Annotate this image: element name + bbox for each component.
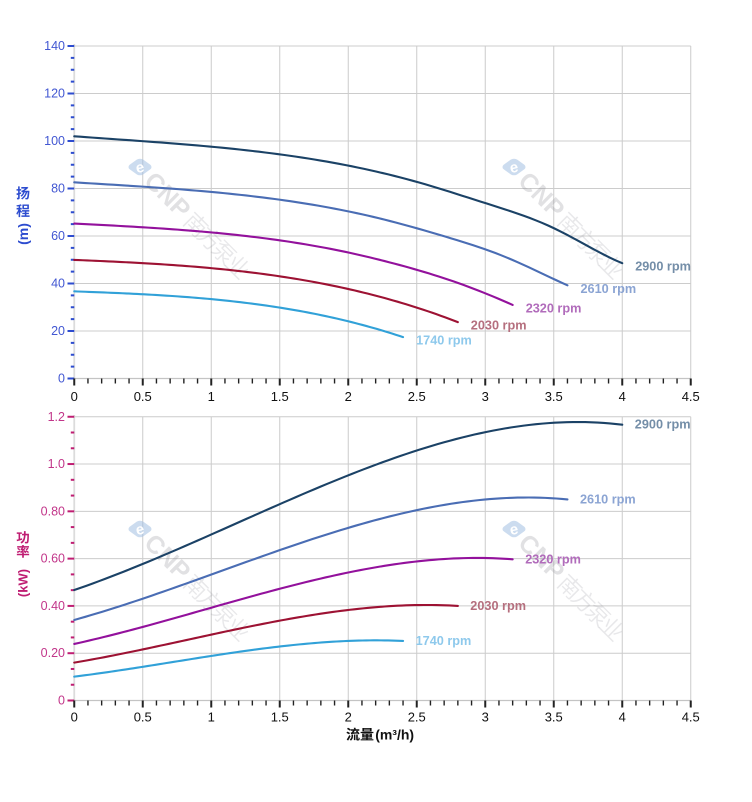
svg-text:2900 rpm: 2900 rpm — [635, 260, 691, 274]
svg-text:1: 1 — [208, 710, 215, 725]
svg-text:0: 0 — [71, 710, 78, 725]
svg-text:0: 0 — [58, 694, 65, 708]
svg-text:3: 3 — [482, 389, 489, 404]
svg-text:2900 rpm: 2900 rpm — [635, 418, 691, 432]
svg-text:0: 0 — [58, 372, 65, 386]
svg-text:1.0: 1.0 — [48, 457, 65, 471]
svg-text:2.5: 2.5 — [408, 710, 426, 725]
svg-text:e: e — [134, 521, 146, 539]
svg-text:0.40: 0.40 — [41, 599, 65, 613]
svg-text:e: e — [134, 159, 146, 177]
svg-text:60: 60 — [51, 229, 65, 243]
svg-text:(kW): (kW) — [16, 569, 31, 597]
svg-text:2.5: 2.5 — [408, 389, 426, 404]
svg-text:0.5: 0.5 — [134, 389, 152, 404]
svg-text:e: e — [508, 521, 520, 539]
svg-text:100: 100 — [44, 134, 65, 148]
svg-text:1740 rpm: 1740 rpm — [416, 634, 472, 648]
svg-text:1.5: 1.5 — [271, 710, 289, 725]
svg-text:0: 0 — [71, 389, 78, 404]
svg-text:4.5: 4.5 — [682, 710, 700, 725]
svg-text:2610 rpm: 2610 rpm — [580, 493, 636, 507]
svg-text:0.20: 0.20 — [41, 646, 65, 660]
svg-text:1740 rpm: 1740 rpm — [416, 334, 472, 348]
svg-text:2: 2 — [345, 710, 352, 725]
svg-text:0.5: 0.5 — [134, 710, 152, 725]
svg-text:20: 20 — [51, 324, 65, 338]
svg-text:2030 rpm: 2030 rpm — [471, 319, 527, 333]
svg-text:2: 2 — [345, 389, 352, 404]
svg-text:0.80: 0.80 — [41, 504, 65, 518]
svg-text:(m): (m) — [15, 223, 31, 245]
svg-text:0.60: 0.60 — [41, 552, 65, 566]
svg-text:1.2: 1.2 — [48, 410, 65, 424]
svg-text:2320 rpm: 2320 rpm — [525, 552, 581, 566]
svg-text:3: 3 — [482, 710, 489, 725]
svg-text:40: 40 — [51, 277, 65, 291]
svg-text:3.5: 3.5 — [545, 710, 563, 725]
svg-text:140: 140 — [44, 39, 65, 53]
svg-text:1: 1 — [208, 389, 215, 404]
svg-text:80: 80 — [51, 182, 65, 196]
svg-text:4: 4 — [619, 389, 626, 404]
svg-text:1.5: 1.5 — [271, 389, 289, 404]
svg-text:(m³/h): (m³/h) — [375, 727, 414, 743]
svg-text:4: 4 — [619, 710, 626, 725]
svg-text:2610 rpm: 2610 rpm — [581, 282, 637, 296]
svg-text:e: e — [508, 159, 520, 177]
svg-text:4.5: 4.5 — [682, 389, 700, 404]
svg-text:120: 120 — [44, 87, 65, 101]
svg-text:2030 rpm: 2030 rpm — [470, 599, 526, 613]
svg-text:3.5: 3.5 — [545, 389, 563, 404]
svg-text:2320 rpm: 2320 rpm — [526, 301, 582, 315]
